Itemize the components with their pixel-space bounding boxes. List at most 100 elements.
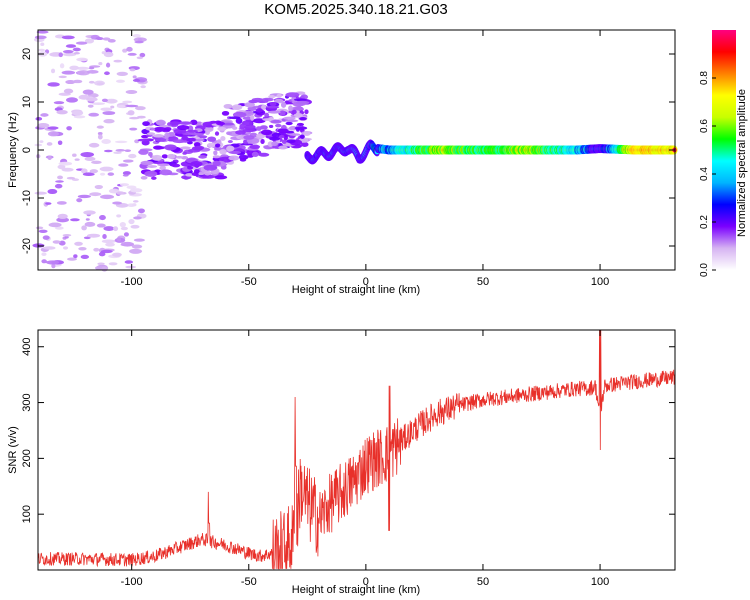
spectrogram-cell [203,164,218,171]
spectrogram-cell [216,121,225,126]
spectrogram-cell [41,259,47,264]
spectrogram-cell [62,233,72,237]
spectrogram-cell [288,133,301,136]
spectrogram-cell [105,62,111,68]
spectrogram-cell [268,124,274,129]
spectrogram-cell [219,148,227,155]
spectrogram-cell [103,226,115,231]
spectrogram-cell [78,246,87,251]
spectrogram-cell [116,191,125,195]
spectrogram-cell [61,35,75,40]
spectrogram-cell [259,125,268,130]
spectrogram-cell [146,132,156,136]
spectrogram-cell [191,146,204,151]
spectrogram-cell [96,223,106,228]
colorbar-tick-label: 0.2 [699,215,710,229]
spectrogram-cell [288,126,298,131]
spectrogram-cell [260,129,273,136]
spectrogram-cell [185,173,194,177]
spectrogram-cell [56,217,69,223]
spectrogram-cell [299,117,307,121]
snr-x-tick-label: -100 [121,576,143,588]
spectrogram-cell [187,165,194,170]
spectrogram-cell [120,226,128,231]
spectrogram-cell [102,37,111,41]
spectrogram-cell [124,149,131,152]
spectrogram-cell [201,174,216,179]
spectrogram-cell [132,78,141,82]
spectrogram-cell [288,105,293,112]
spectrogram-cell [125,104,139,108]
spectrogram-cell [134,106,146,111]
spectrogram-cell [132,200,139,203]
spectrogram-cell [62,246,69,250]
spectrogram-x-tick-label: -50 [241,276,257,288]
spectrogram-cell [114,140,128,144]
spectrogram-cell [93,247,100,252]
spectrogram-cell [255,126,262,131]
spectrogram-cell [171,163,181,168]
spectrogram-cell [195,138,205,142]
spectrogram-cell [102,111,116,116]
spectrogram-cell [212,155,221,159]
spectrogram-cell [138,149,149,155]
spectrogram-cell [98,62,103,66]
spectrogram-cell [125,89,138,95]
spectrogram-cell [285,92,300,98]
spectrogram-cell [214,131,220,136]
spectrogram-cell [64,235,69,239]
spectrogram-cell [122,171,131,176]
spectrogram-cell [181,134,188,141]
chart-title: KOM5.2025.340.18.21.G03 [264,1,447,18]
spectrogram-cell [134,40,144,44]
snr-y-tick-label: 300 [21,393,33,411]
spectrogram-cell [62,52,77,57]
snr-frame [37,329,676,571]
spectrogram-cell [101,98,108,103]
spectrogram-x-ticks: -100 -50 0 50 100 [121,30,609,288]
spectrogram-cell [133,238,145,242]
spectrogram-cell [40,42,45,46]
spectrogram-cell [212,160,221,167]
spectrogram-cell [164,127,172,132]
spectrogram-cell [190,161,203,168]
spectrogram-cell [96,125,104,129]
spectrogram-cell [55,180,64,183]
snr-y-tick-label: 100 [21,505,33,523]
spectrogram-cell [251,151,259,157]
colorbar-tick-label: 0.8 [699,71,710,85]
spectrogram-cell [62,49,74,54]
colorbar-gradient [712,30,736,270]
spectrogram-cell [35,226,44,230]
spectrogram-cell [85,218,90,221]
spectrogram-cell [73,115,86,119]
spectrogram-cell [120,241,135,247]
spectrogram-cell [112,201,123,205]
spectrogram-cell [103,149,113,153]
spectrogram-cell [119,222,126,228]
spectrogram-cell [61,70,76,75]
spectrogram-cell [74,158,80,161]
spectrogram-cell [279,110,286,116]
spectrogram-cell [84,38,95,44]
spectrogram-cell [108,262,118,266]
spectrogram-y-tick-label: 20 [21,48,33,60]
spectrogram-cell [99,172,106,176]
snr-panel: -100 -50 0 50 100 100 200 300 400 Height of str… [7,329,676,596]
spectrogram-cell [137,208,145,214]
spectrogram-cell [100,107,113,111]
spectrogram-cell [88,142,100,148]
spectrogram-cell [182,151,187,155]
spectrogram-cell [112,252,122,257]
spectrogram-cell [88,66,95,70]
spectrogram-y-tick-label: 0 [21,147,33,153]
spectrogram-cell [226,145,235,152]
spectrogram-cell [115,79,125,83]
spectrogram-cell [58,52,63,58]
spectrogram-cell [148,151,153,157]
spectrogram-cell [69,65,80,71]
spectrogram-cell [129,188,143,193]
spectrogram-cell [269,136,281,141]
spectrogram-cell [76,66,90,70]
